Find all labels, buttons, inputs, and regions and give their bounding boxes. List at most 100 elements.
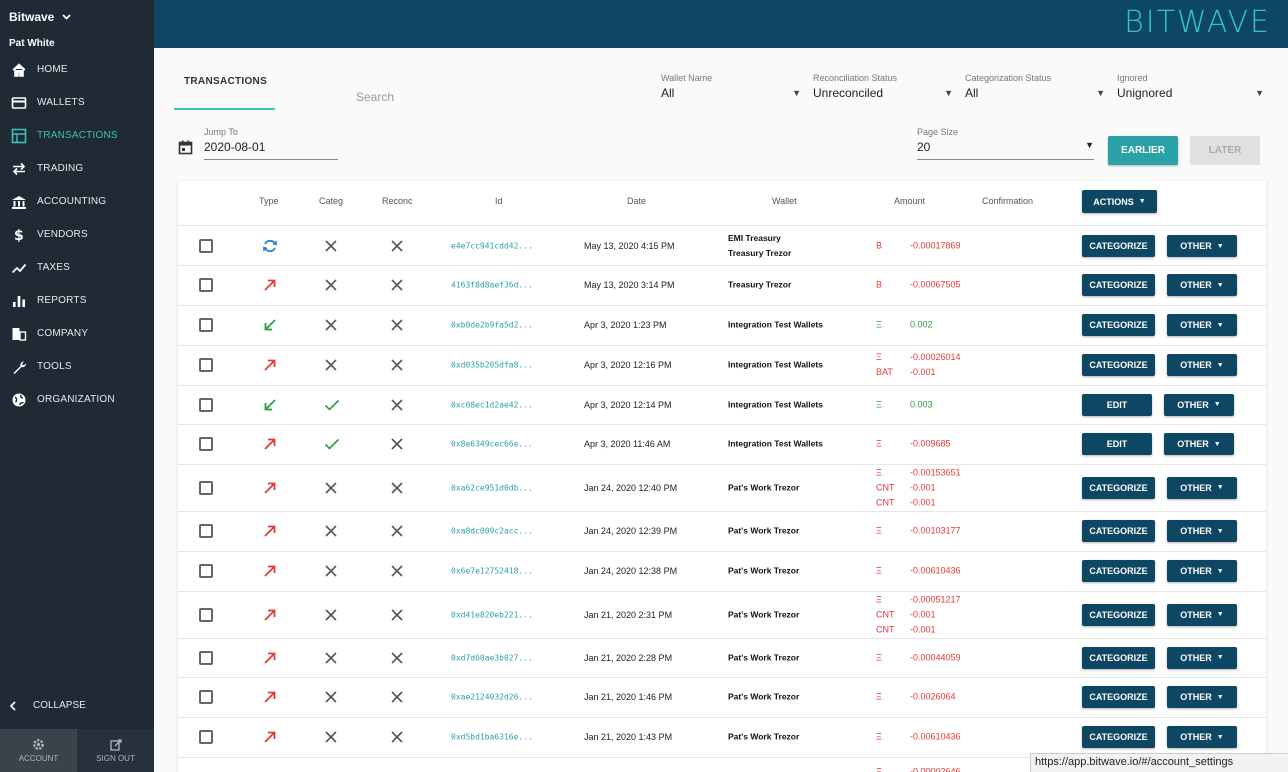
sidebar-item-transactions[interactable]: TRANSACTIONS [0,119,154,152]
actions-button[interactable]: ACTIONS ▼ [1082,190,1157,213]
categorize-button[interactable]: CATEGORIZE [1082,314,1155,336]
wallet-names: Treasury Trezor [728,278,791,293]
categorize-button[interactable]: CATEGORIZE [1082,686,1155,708]
row-checkbox[interactable] [199,650,213,665]
sidebar-item-tools[interactable]: TOOLS [0,350,154,383]
collapse-button[interactable]: COLLAPSE [10,700,86,711]
x-icon [324,651,338,665]
other-button[interactable]: OTHER ▼ [1167,646,1237,669]
wallet-filter[interactable]: Wallet Name All ▼ [661,73,801,100]
transaction-id-link[interactable]: 0xd41e820eb221... [451,610,533,619]
header-categ: Categ [319,196,344,206]
jump-to-field[interactable]: Jump To 2020-08-01 [178,127,338,160]
categorize-button[interactable]: CATEGORIZE [1082,726,1155,748]
transaction-id-link[interactable]: 0x6e7e12752418... [451,566,533,576]
sidebar-item-organization[interactable]: ORGANIZATION [0,383,154,416]
row-checkbox[interactable] [199,524,213,538]
bank-icon [10,194,28,210]
transaction-id-link[interactable]: 0xb0de2b9fa5d2... [451,320,533,330]
later-button[interactable]: LATER [1190,136,1260,165]
sidebar-item-accounting[interactable]: ACCOUNTING [0,185,154,218]
categorize-button[interactable]: CATEGORIZE [1082,560,1155,582]
transaction-id-link[interactable]: 0xd7d60ae3b027... [451,653,533,662]
company-icon [10,326,28,342]
tab-transactions[interactable]: TRANSACTIONS [184,76,268,87]
other-button[interactable]: OTHER ▼ [1167,354,1237,376]
sidebar-item-home[interactable]: HOME [0,53,154,86]
categorization-filter-label: Categorization Status [965,73,1052,83]
sidebar-item-vendors[interactable]: $ VENDORS [0,218,154,251]
transaction-date: Jan 24, 2020 12:38 PM [584,566,678,576]
edit-button[interactable]: EDIT [1082,433,1152,455]
transaction-id-link[interactable]: 0xae2124032d26... [451,692,533,702]
categorize-button[interactable]: CATEGORIZE [1082,274,1155,296]
transaction-id-link[interactable]: 0xc08ec1d2ae42... [451,400,533,409]
sidebar-item-company[interactable]: COMPANY [0,317,154,350]
categorize-button[interactable]: CATEGORIZE [1082,603,1155,626]
ignored-filter-value: Unignored [1117,86,1173,100]
sidebar-item-label: ORGANIZATION [37,394,115,405]
categorize-button[interactable]: CATEGORIZE [1082,476,1155,499]
sidebar-item-trading[interactable]: TRADING [0,152,154,185]
categorize-button[interactable]: CATEGORIZE [1082,235,1155,257]
categorization-filter[interactable]: Categorization Status All ▼ [965,73,1105,100]
row-checkbox[interactable] [199,437,213,451]
earlier-button[interactable]: EARLIER [1108,136,1178,165]
other-button[interactable]: OTHER ▼ [1167,235,1237,257]
transaction-id-link[interactable]: 0xa8dc009c2acc... [451,526,533,536]
other-button[interactable]: OTHER ▼ [1167,274,1237,296]
categorize-button[interactable]: CATEGORIZE [1082,354,1155,376]
row-checkbox[interactable] [199,607,213,622]
row-checkbox[interactable] [199,358,213,372]
sidebar-item-taxes[interactable]: TAXES [0,251,154,284]
transaction-id-link[interactable]: 0x8e6349cec66e... [451,439,533,449]
table-row: 0xb0de2b9fa5d2... Apr 3, 2020 1:23 PM Inte… [178,305,1266,345]
ignored-filter[interactable]: Ignored Unignored ▼ [1117,73,1264,100]
search-input[interactable]: Search [356,90,395,104]
caret-down-icon: ▼ [1216,654,1224,661]
row-checkbox[interactable] [199,690,213,704]
other-button[interactable]: OTHER ▼ [1164,393,1234,416]
transaction-id-link[interactable]: 0xd5bd1ba6316e... [451,732,533,742]
row-checkbox[interactable] [199,318,213,332]
row-checkbox[interactable] [199,564,213,578]
sidebar-item-label: REPORTS [37,295,87,306]
transaction-id-link[interactable]: e4e7cc941cdd42... [451,241,533,251]
other-button[interactable]: OTHER ▼ [1164,433,1234,455]
row-checkbox[interactable] [199,730,213,744]
other-button[interactable]: OTHER ▼ [1167,726,1237,748]
other-button[interactable]: OTHER ▼ [1167,520,1237,542]
reconciliation-filter[interactable]: Reconciliation Status Unreconciled ▼ [813,73,953,100]
row-checkbox[interactable] [199,397,213,412]
outgoing-arrow-icon [262,689,278,705]
table-row: 0xc08ec1d2ae42... Apr 3, 2020 12:14 PM Int… [178,385,1266,424]
org-switcher[interactable]: Bitwave [9,10,71,24]
categorize-button[interactable]: CATEGORIZE [1082,646,1155,669]
currency-symbol: CNT [876,497,895,507]
outgoing-arrow-icon [262,436,278,452]
other-button[interactable]: OTHER ▼ [1167,686,1237,708]
transaction-id-link[interactable]: 4163f8d8aef36d... [451,280,533,290]
row-checkbox[interactable] [199,480,213,495]
other-label: OTHER [1180,692,1212,702]
row-checkbox[interactable] [199,278,213,292]
transaction-id-link[interactable]: 0xd035b205dfa8... [451,360,533,370]
sidebar-item-label: COMPANY [37,328,89,339]
page-size-select[interactable]: Page Size 20 ▼ [917,127,1094,160]
edit-button[interactable]: EDIT [1082,393,1152,416]
x-icon [390,239,404,253]
other-button[interactable]: OTHER ▼ [1167,476,1237,499]
transaction-id-link[interactable]: 0xa62ce951d0db... [451,483,533,492]
account-button[interactable]: ACCOUNT [0,729,77,772]
categorize-button[interactable]: CATEGORIZE [1082,520,1155,542]
row-checkbox[interactable] [199,239,213,253]
other-button[interactable]: OTHER ▼ [1167,603,1237,626]
transaction-date: May 13, 2020 4:15 PM [584,241,675,251]
other-button[interactable]: OTHER ▼ [1167,314,1237,336]
sign-out-button[interactable]: SIGN OUT [77,729,154,772]
sidebar-item-reports[interactable]: REPORTS [0,284,154,317]
sidebar-item-wallets[interactable]: WALLETS [0,86,154,119]
other-button[interactable]: OTHER ▼ [1167,560,1237,582]
wallet-names: Integration Test Wallets [728,358,823,373]
amount-line: CNT -0.001 [876,622,961,637]
